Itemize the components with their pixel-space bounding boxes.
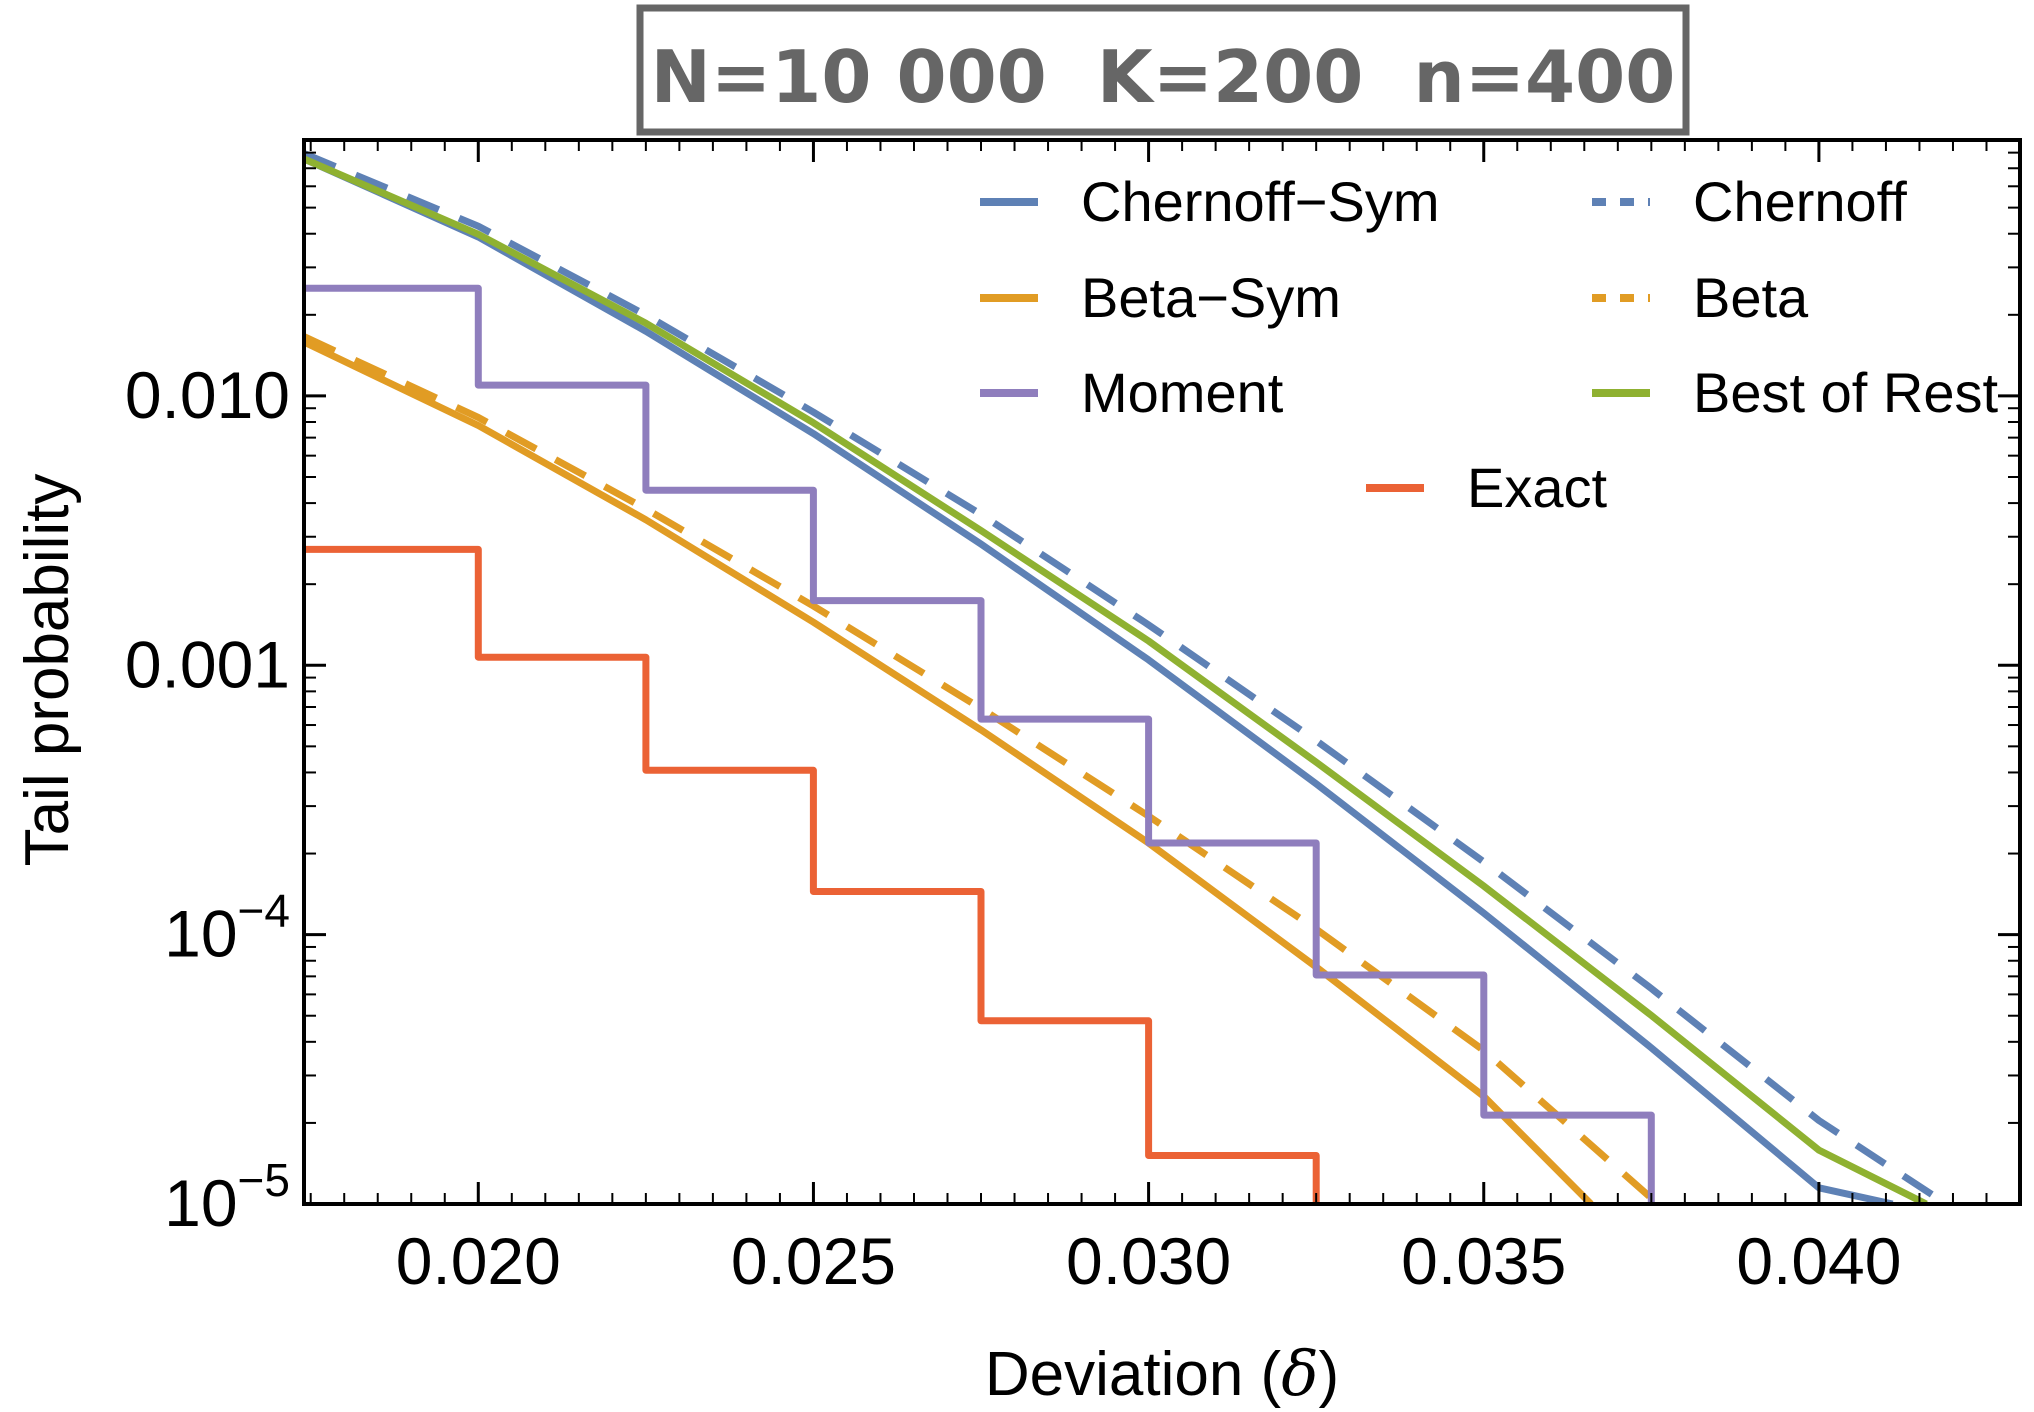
x-axis-label: Deviation (δ) [985, 1337, 1339, 1410]
title-box: N=10 000 K=200 n=400 [636, 4, 1690, 136]
y-tick-exponent: −4 [238, 885, 290, 937]
y-tick-label: 0.010 [125, 358, 290, 432]
legend-item: Beta−Sym [980, 266, 1341, 329]
legend-item: Beta [1592, 266, 1809, 329]
series-best-of-rest [304, 155, 1928, 1204]
series-exact [304, 545, 1320, 1204]
plot-frame-group [302, 138, 2022, 1206]
y-tick-base: 10 [164, 897, 237, 971]
legend-item: Exact [1366, 456, 1607, 519]
legend-item: Moment [980, 361, 1284, 424]
chart-title: N=10 000 K=200 n=400 [651, 35, 1676, 119]
legend-label: Beta−Sym [1081, 266, 1341, 329]
y-tick-label: 10−4 [164, 885, 290, 971]
y-tick-label: 0.001 [125, 627, 290, 701]
x-tick-label: 0.030 [1066, 1224, 1231, 1298]
legend-label: Best of Rest [1693, 361, 1998, 424]
y-tick-label: 10−5 [164, 1154, 290, 1240]
axis-ticks-group: 0.020 0.025 0.030 0.035 0.0400.0100.00110−41… [125, 140, 2020, 1298]
delta-symbol: δ [1281, 1337, 1318, 1410]
legend-label: Chernoff−Sym [1081, 170, 1439, 233]
series-moment [304, 284, 1655, 1204]
legend-label: Moment [1081, 361, 1284, 424]
legend-label: Beta [1693, 266, 1809, 329]
legend-label: Exact [1467, 456, 1607, 519]
plot-series-group [304, 150, 1949, 1204]
legend: Chernoff−Sym Chernoff Beta−Sym Beta Moment Be… [980, 170, 1998, 519]
x-axis-label-text: Deviation ( [985, 1340, 1282, 1409]
x-tick-label: 0.035 [1401, 1224, 1566, 1298]
legend-item: Best of Rest [1592, 361, 1998, 424]
legend-item: Chernoff [1592, 170, 1907, 233]
legend-label: Chernoff [1693, 170, 1907, 233]
series-beta-sym [304, 338, 1594, 1204]
x-tick-label: 0.020 [396, 1224, 561, 1298]
x-tick-label: 0.025 [731, 1224, 896, 1298]
x-axis-label-close: ) [1319, 1340, 1340, 1409]
series-chernoff-sym [304, 155, 1894, 1204]
series-beta [304, 333, 1661, 1204]
title-frame [636, 4, 1690, 136]
y-tick-base: 10 [164, 1166, 237, 1240]
y-axis-label: Tail probability [13, 474, 82, 867]
plot-frame [302, 138, 2022, 1206]
legend-item: Chernoff−Sym [980, 170, 1439, 233]
series-chernoff [304, 150, 1949, 1204]
x-tick-label: 0.040 [1736, 1224, 1901, 1298]
y-tick-exponent: −5 [238, 1154, 290, 1206]
